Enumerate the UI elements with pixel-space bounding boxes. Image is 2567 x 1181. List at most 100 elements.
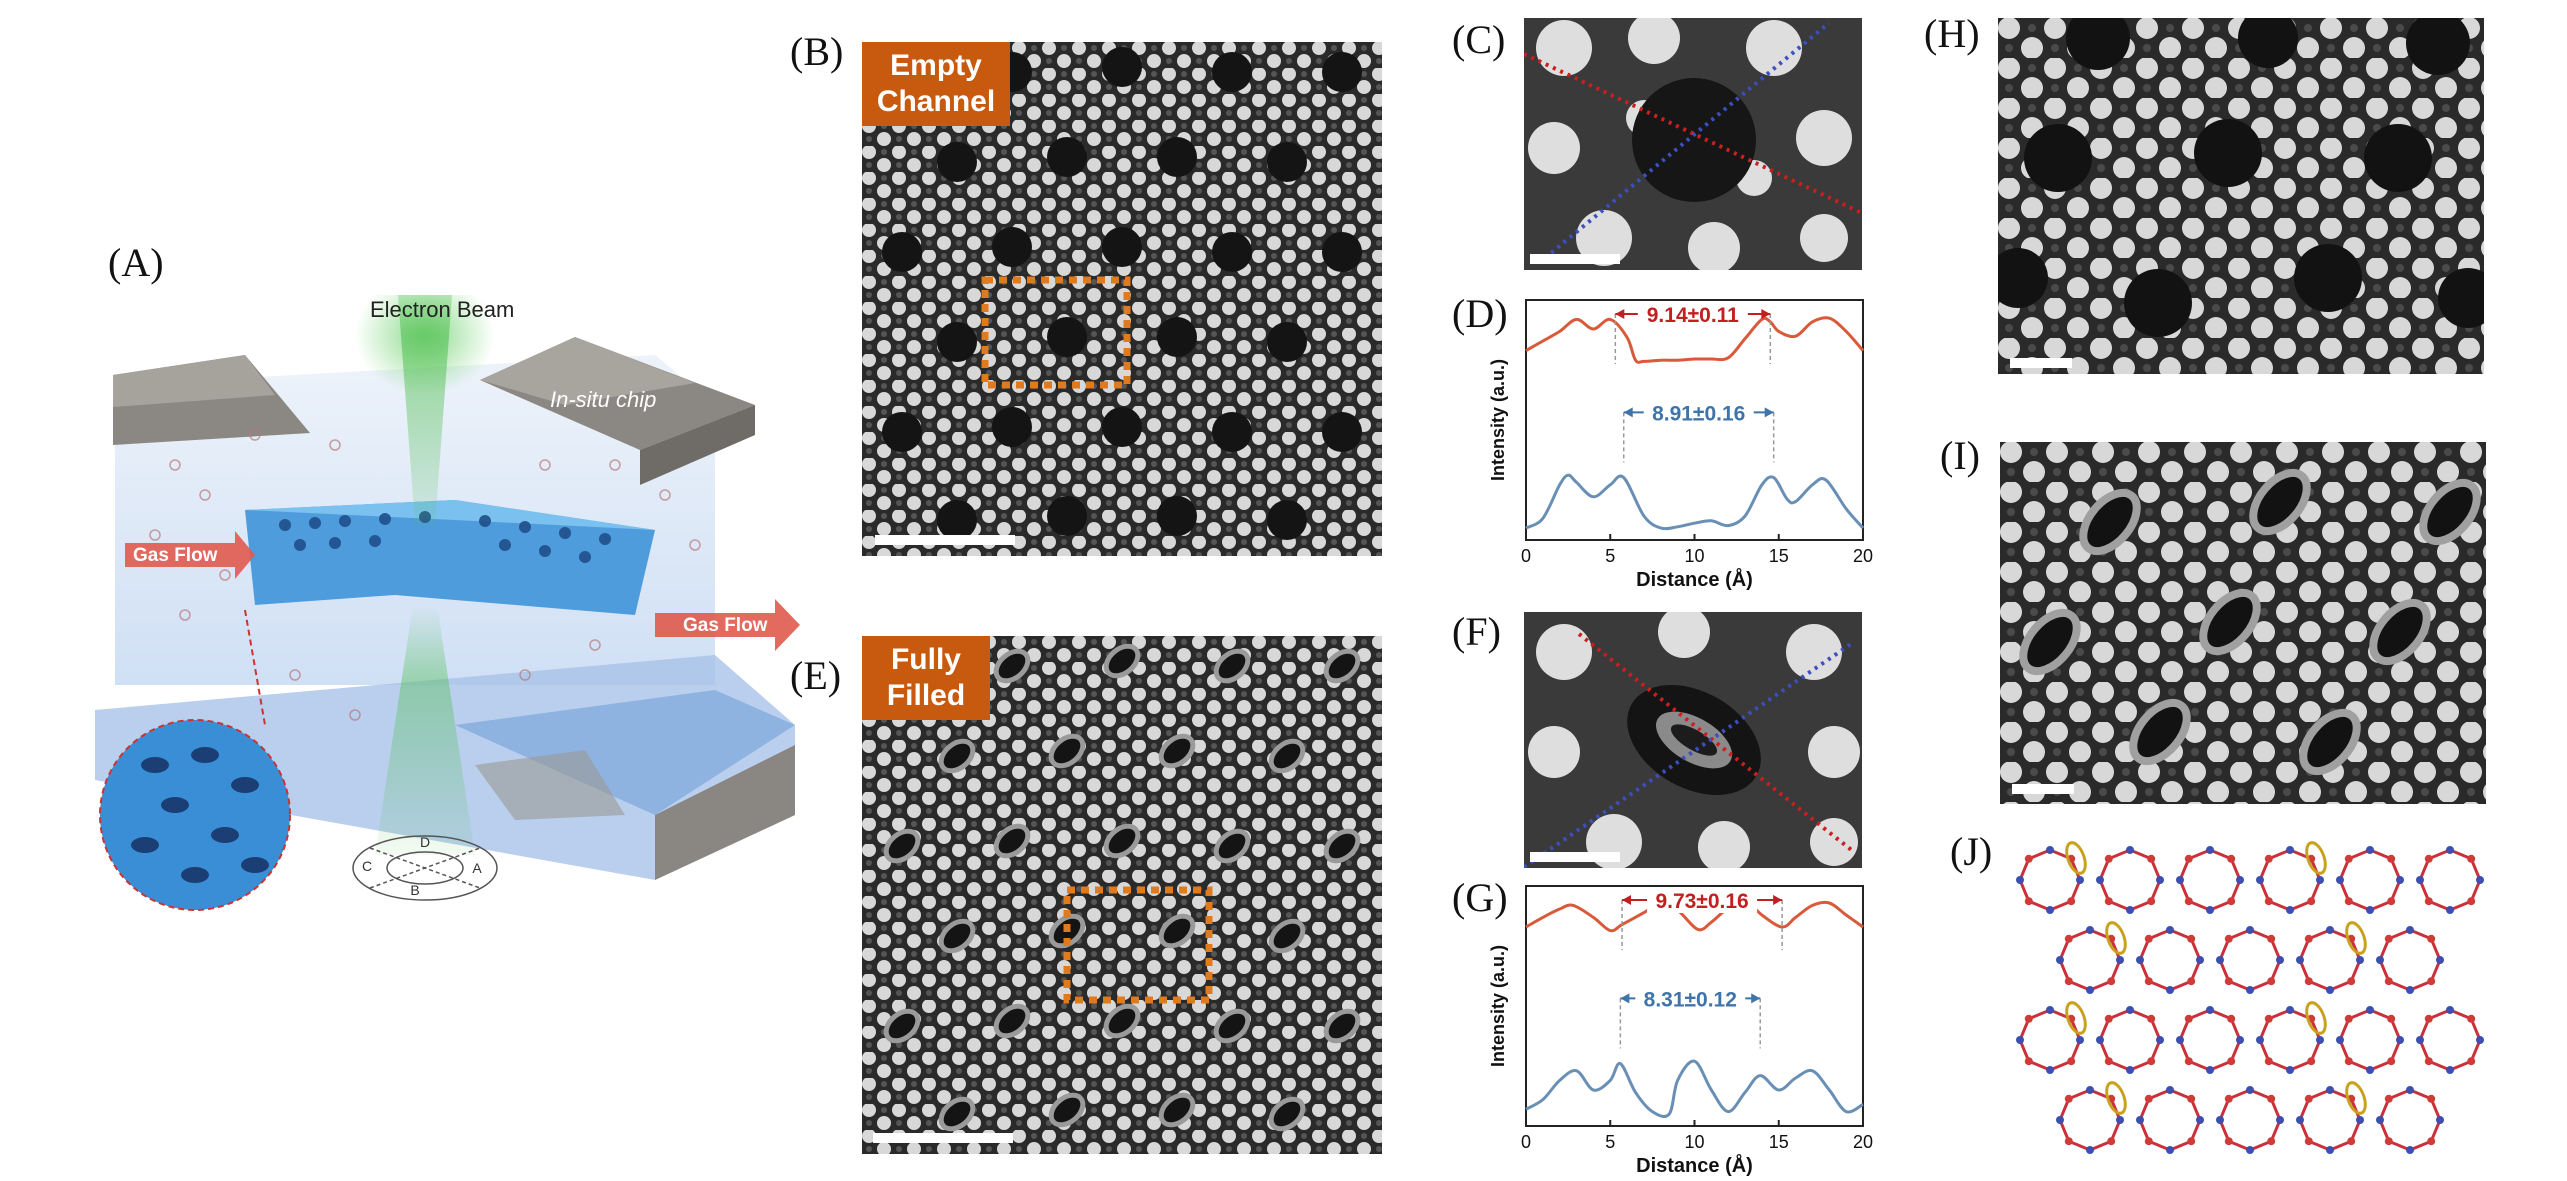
x-tick-label: 5: [1605, 1132, 1615, 1152]
guest-molecule-marker: [2305, 841, 2327, 875]
scale-bar-f: [1530, 852, 1620, 862]
line-profile-blue-c: [1537, 21, 1831, 265]
framework-atom: [2224, 934, 2233, 943]
framework-atom: [2184, 1057, 2193, 1066]
framework-atom: [2236, 1036, 2244, 1044]
framework-atom: [2227, 854, 2236, 863]
framework-atom: [2366, 1006, 2374, 1014]
roi-box-e: [1063, 886, 1213, 1004]
y-axis-label: Intensity (a.u.): [1488, 945, 1508, 1067]
framework-atom: [2224, 977, 2233, 986]
framework-atom: [2086, 926, 2094, 934]
framework-atom: [2126, 906, 2134, 914]
framework-atom: [2126, 846, 2134, 854]
framework-atom: [2046, 846, 2054, 854]
framework-atom: [2424, 854, 2433, 863]
framework-atom: [2366, 846, 2374, 854]
framework-atom: [2296, 1116, 2304, 1124]
framework-atom: [2436, 956, 2444, 964]
framework-atom: [2416, 1036, 2424, 1044]
annot-blue-head-left: [1623, 407, 1633, 418]
x-tick-label: 0: [1521, 546, 1531, 566]
detector-axis-a: A: [472, 860, 482, 876]
framework-atom: [2156, 1036, 2164, 1044]
gas-flow-out-arrow: [655, 599, 800, 651]
framework-atom: [2347, 1137, 2356, 1146]
x-tick-label: 0: [1521, 1132, 1531, 1152]
framework-atom: [2016, 876, 2024, 884]
framework-atom: [2187, 1137, 2196, 1146]
framework-atom: [2224, 1094, 2233, 1103]
framework-atom: [2344, 854, 2353, 863]
framework-atom: [2446, 1006, 2454, 1014]
framework-atom: [2446, 846, 2454, 854]
framework-atom: [2046, 1006, 2054, 1014]
mof-pores: [279, 511, 611, 563]
framework-atom: [2356, 956, 2364, 964]
framework-atom: [2427, 1094, 2436, 1103]
framework-atom: [2267, 1137, 2276, 1146]
framework-atom: [2024, 897, 2033, 906]
framework-atom: [2216, 1116, 2224, 1124]
framework-atom: [2286, 846, 2294, 854]
scale-bar-b: [875, 535, 1015, 545]
framework-atom: [2147, 897, 2156, 906]
framework-atom: [2424, 1014, 2433, 1023]
framework-atom: [2246, 1146, 2254, 1154]
framework-atom: [2336, 876, 2344, 884]
fully-filled-tag: Fully Filled: [862, 636, 990, 720]
tem-zoom-f: [1524, 612, 1862, 868]
tem-zoom-c: [1524, 18, 1862, 270]
line-profile-red-f: [1577, 632, 1856, 854]
framework-atom: [2406, 1086, 2414, 1094]
framework-atom: [2276, 1116, 2284, 1124]
framework-atom: [2356, 1116, 2364, 1124]
framework-atom: [2326, 1146, 2334, 1154]
framework-atom: [2387, 854, 2396, 863]
framework-atom: [2267, 977, 2276, 986]
tem-lattice-i: [2000, 442, 2486, 804]
tem-image-h: [1998, 18, 2484, 374]
panel-label-f: (F): [1452, 609, 1501, 654]
framework-atom: [2476, 1036, 2484, 1044]
tem-image-i: [2000, 442, 2486, 804]
framework-atom: [2264, 854, 2273, 863]
framework-atom: [2387, 897, 2396, 906]
framework-atom: [2064, 977, 2073, 986]
framework-atom: [2446, 1066, 2454, 1074]
annot-blue-head-right: [1751, 993, 1761, 1004]
annot-red-label: 9.14±0.11: [1647, 304, 1739, 327]
framework-atom: [2307, 1057, 2316, 1066]
panel-label-b: (B): [790, 29, 844, 74]
framework-atom: [2264, 1057, 2273, 1066]
framework-atom: [2096, 876, 2104, 884]
x-tick-label: 15: [1769, 1132, 1789, 1152]
tem-lattice-h: [1998, 18, 2484, 374]
tem-lattice-e: [862, 636, 1382, 1154]
framework-atom: [2436, 1116, 2444, 1124]
guest-molecule-marker: [2345, 921, 2367, 955]
framework-atom: [2206, 846, 2214, 854]
panel-label-d: (D): [1452, 291, 1508, 336]
framework-atom: [2067, 1057, 2076, 1066]
framework-atom: [2187, 977, 2196, 986]
framework-atom: [2196, 1116, 2204, 1124]
framework-atom: [2107, 977, 2116, 986]
framework-atom: [2286, 1006, 2294, 1014]
x-tick-label: 10: [1684, 1132, 1704, 1152]
framework-atom: [2416, 876, 2424, 884]
framework-atom: [2104, 897, 2113, 906]
panel-label-g: (G): [1452, 875, 1508, 920]
gas-flow-in-arrow: [125, 531, 255, 579]
framework-atom: [2196, 956, 2204, 964]
framework-atom: [2384, 1094, 2393, 1103]
framework-atom: [2387, 1014, 2396, 1023]
framework-atom: [2067, 897, 2076, 906]
framework-atom: [2406, 926, 2414, 934]
framework-atom: [2384, 1137, 2393, 1146]
framework-atom: [2396, 876, 2404, 884]
framework-atom: [2406, 986, 2414, 994]
framework-atom: [2184, 854, 2193, 863]
panel-label-c: (C): [1452, 17, 1506, 62]
framework-atom: [2227, 897, 2236, 906]
